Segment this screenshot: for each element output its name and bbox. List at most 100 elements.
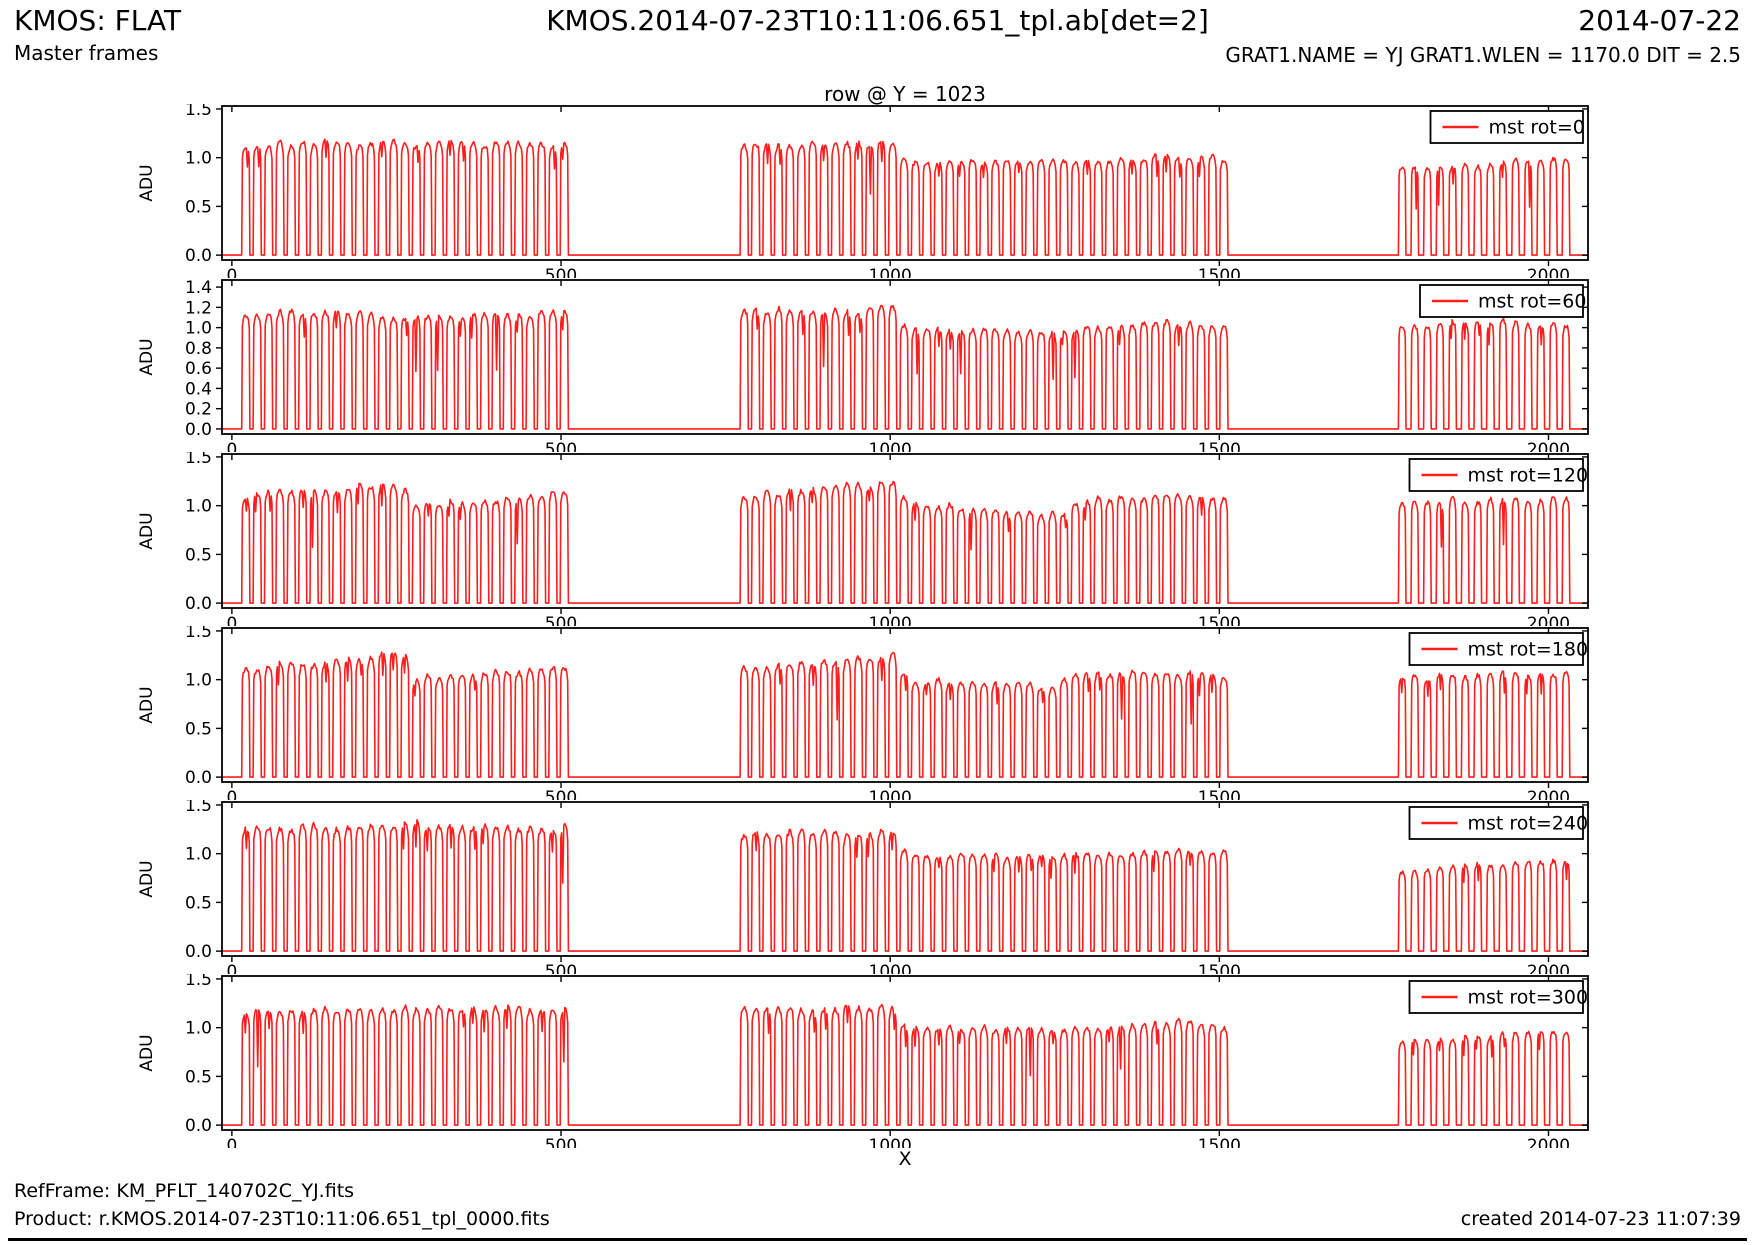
y-tick-label: 1.0 <box>185 497 212 517</box>
x-tick-label: 1000 <box>869 1136 912 1148</box>
y-tick-label: 0.0 <box>185 1116 212 1136</box>
axes-box <box>221 105 1589 261</box>
x-tick-label: 0 <box>226 440 237 452</box>
x-tick-label: 1500 <box>1198 266 1241 278</box>
flat-profile-line <box>222 651 1588 778</box>
x-tick-label: 1000 <box>869 440 912 452</box>
y-axis-label: ADU <box>137 860 157 897</box>
subplot-1: 0 500 1000 1500 2000 0.00.20.40.60.81.01.21.4… <box>137 278 1589 452</box>
y-tick-label: 0.8 <box>185 339 212 359</box>
x-tick-label: 1500 <box>1198 440 1241 452</box>
axes-box <box>221 975 1589 1131</box>
y-tick-label: 0.5 <box>185 545 212 565</box>
y-tick-label: 0.5 <box>185 197 212 217</box>
x-tick-label: 500 <box>545 788 577 800</box>
grating-params: GRAT1.NAME = YJ GRAT1.WLEN = 1170.0 DIT … <box>1225 43 1741 67</box>
y-tick-label: 0.0 <box>185 246 212 266</box>
x-tick-label: 500 <box>545 440 577 452</box>
x-tick-label: 1500 <box>1198 614 1241 626</box>
subplot-2: 0 500 1000 1500 2000 0.0 0.5 1.0 1.5 ADU mst rot=1… <box>137 452 1589 626</box>
y-tick-label: 1.0 <box>185 845 212 865</box>
x-tick-label: 2000 <box>1527 440 1570 452</box>
y-tick-label: 0.5 <box>185 1067 212 1087</box>
app-subtitle: Master frames <box>14 41 159 65</box>
y-tick-label: 0.0 <box>185 594 212 614</box>
figure-title: row @ Y = 1023 <box>824 82 986 106</box>
header-date: 2014-07-22 <box>1578 4 1741 37</box>
x-tick-label: 500 <box>545 1136 577 1148</box>
y-axis-label: ADU <box>137 686 157 723</box>
y-tick-label: 0.0 <box>185 768 212 788</box>
created-text: created 2014-07-23 11:07:39 <box>1460 1208 1741 1230</box>
x-tick-label: 1500 <box>1198 788 1241 800</box>
x-tick-label: 0 <box>226 266 237 278</box>
x-tick-label: 1000 <box>869 266 912 278</box>
y-tick-label: 1.4 <box>185 278 212 298</box>
app-title: KMOS: FLAT <box>14 4 182 37</box>
flat-profile-line <box>222 1003 1588 1126</box>
x-tick-label: 0 <box>226 788 237 800</box>
y-tick-label: 1.5 <box>185 800 212 816</box>
y-axis-label: ADU <box>137 512 157 549</box>
x-tick-label: 1000 <box>869 788 912 800</box>
x-tick-label: 2000 <box>1527 1136 1570 1148</box>
axes-box <box>221 801 1589 957</box>
legend-label: mst rot=120 <box>1468 465 1589 487</box>
subplot-5: 0 500 1000 1500 2000 0.0 0.5 1.0 1.5 ADU mst rot=3… <box>137 974 1589 1148</box>
y-tick-label: 0.2 <box>185 400 212 420</box>
y-tick-label: 1.5 <box>185 626 212 642</box>
y-tick-label: 1.5 <box>185 974 212 990</box>
subplot-4: 0 500 1000 1500 2000 0.0 0.5 1.0 1.5 ADU mst rot=2… <box>137 800 1589 974</box>
x-tick-label: 500 <box>545 614 577 626</box>
frame-title: KMOS.2014-07-23T10:11:06.651_tpl.ab[det=… <box>546 4 1209 37</box>
flat-profile-line <box>222 304 1588 430</box>
subplot-0: 0 500 1000 1500 2000 0.0 0.5 1.0 1.5 ADU mst rot=0 <box>137 104 1589 278</box>
footer-rule <box>8 1238 1747 1241</box>
legend-label: mst rot=240 <box>1468 813 1589 835</box>
x-tick-label: 500 <box>545 266 577 278</box>
x-tick-label: 0 <box>226 962 237 974</box>
y-tick-label: 1.2 <box>185 298 212 318</box>
x-tick-label: 1500 <box>1198 962 1241 974</box>
flat-profile-line <box>222 480 1588 604</box>
x-tick-label: 2000 <box>1527 614 1570 626</box>
x-tick-label: 1000 <box>869 962 912 974</box>
flat-profile-line <box>222 819 1588 952</box>
y-tick-label: 1.0 <box>185 319 212 339</box>
y-tick-label: 1.5 <box>185 452 212 468</box>
flat-profile-line <box>222 138 1588 256</box>
subplot-3: 0 500 1000 1500 2000 0.0 0.5 1.0 1.5 ADU mst rot=1… <box>137 626 1589 800</box>
legend-label: mst rot=60 <box>1478 291 1586 313</box>
legend-label: mst rot=180 <box>1468 639 1589 661</box>
y-axis-label: ADU <box>137 1034 157 1071</box>
y-tick-label: 1.0 <box>185 1019 212 1039</box>
y-tick-label: 1.0 <box>185 149 212 169</box>
y-tick-label: 1.5 <box>185 104 212 120</box>
refframe-text: RefFrame: KM_PFLT_140702C_YJ.fits <box>14 1180 355 1202</box>
y-tick-label: 0.4 <box>185 379 212 399</box>
x-tick-label: 2000 <box>1527 962 1570 974</box>
axes-box <box>221 627 1589 783</box>
product-text: Product: r.KMOS.2014-07-23T10:11:06.651_… <box>14 1208 550 1230</box>
y-tick-label: 0.0 <box>185 942 212 962</box>
axes-box <box>221 279 1589 435</box>
legend-label: mst rot=300 <box>1468 987 1589 1009</box>
y-tick-label: 0.5 <box>185 719 212 739</box>
x-tick-label: 0 <box>226 1136 237 1148</box>
y-tick-label: 0.0 <box>185 420 212 440</box>
x-axis-label: X <box>898 1148 912 1170</box>
x-tick-label: 1000 <box>869 614 912 626</box>
x-tick-label: 2000 <box>1527 266 1570 278</box>
x-tick-label: 500 <box>545 962 577 974</box>
y-axis-label: ADU <box>137 338 157 375</box>
legend-label: mst rot=0 <box>1489 117 1585 139</box>
plot-grid: 0 500 1000 1500 2000 0.0 0.5 1.0 1.5 ADU mst rot=0… <box>0 104 1755 1148</box>
y-axis-label: ADU <box>137 164 157 201</box>
axes-box <box>221 453 1589 609</box>
y-tick-label: 1.0 <box>185 671 212 691</box>
y-tick-label: 0.5 <box>185 893 212 913</box>
x-tick-label: 0 <box>226 614 237 626</box>
x-tick-label: 2000 <box>1527 788 1570 800</box>
y-tick-label: 0.6 <box>185 359 212 379</box>
x-tick-label: 1500 <box>1198 1136 1241 1148</box>
